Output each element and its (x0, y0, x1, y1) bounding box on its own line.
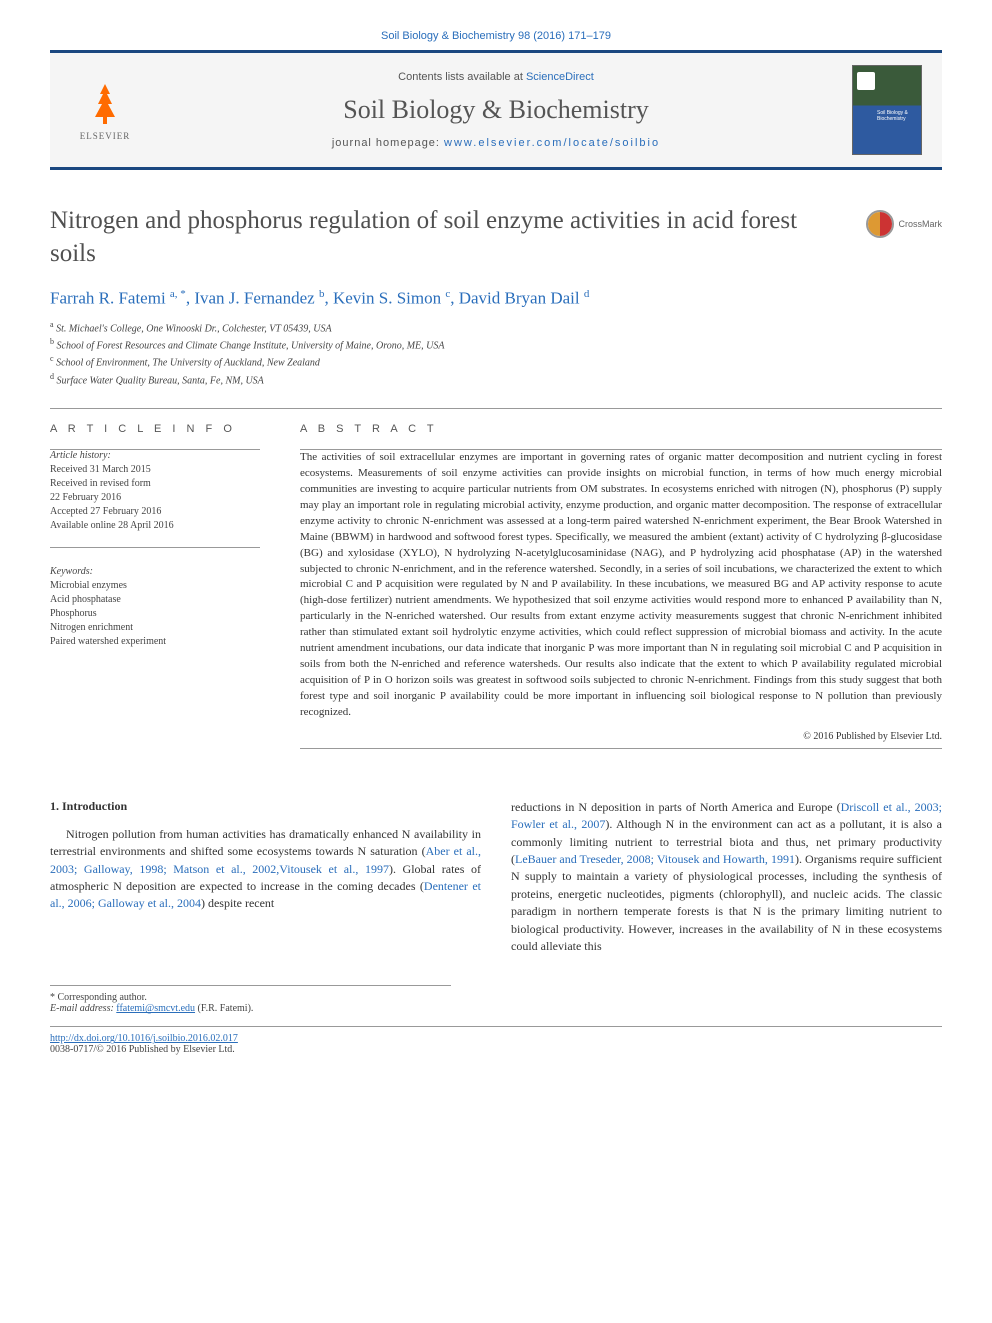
history-item: Received in revised form (50, 477, 260, 491)
body-columns: 1. Introduction Nitrogen pollution from … (50, 799, 942, 956)
column-left: 1. Introduction Nitrogen pollution from … (50, 799, 481, 956)
email-suffix: (F.R. Fatemi). (195, 1003, 253, 1014)
crossmark-badge[interactable]: CrossMark (866, 210, 942, 238)
intro-para-1: Nitrogen pollution from human activities… (50, 826, 481, 913)
journal-cover-thumb[interactable] (852, 65, 922, 155)
crossmark-label: CrossMark (898, 219, 942, 229)
copyright: © 2016 Published by Elsevier Ltd. (300, 731, 942, 742)
abstract: A B S T R A C T The activities of soil e… (300, 423, 942, 749)
elsevier-label: ELSEVIER (80, 131, 131, 141)
abstract-label: A B S T R A C T (300, 423, 942, 435)
history-label: Article history: (50, 450, 260, 461)
keyword-item: Acid phosphatase (50, 593, 260, 607)
column-right: reductions in N deposition in parts of N… (511, 799, 942, 956)
issn-line: 0038-0717/© 2016 Published by Elsevier L… (50, 1044, 942, 1055)
history-item: 22 February 2016 (50, 491, 260, 505)
keywords-list: Microbial enzymesAcid phosphatasePhospho… (50, 579, 260, 649)
title-section: Nitrogen and phosphorus regulation of so… (50, 205, 942, 270)
citation-bar: Soil Biology & Biochemistry 98 (2016) 17… (50, 30, 942, 42)
affiliation-item: d Surface Water Quality Bureau, Santa, F… (50, 371, 942, 388)
email-link[interactable]: ffatemi@smcvt.edu (116, 1003, 195, 1014)
sciencedirect-link[interactable]: ScienceDirect (526, 71, 594, 83)
citation-ref[interactable]: LeBauer and Treseder, 2008; Vitousek and… (515, 852, 795, 866)
history-item: Available online 28 April 2016 (50, 519, 260, 533)
info-abstract-row: A R T I C L E I N F O Article history: R… (50, 423, 942, 749)
text: reductions in N deposition in parts of N… (511, 800, 841, 814)
keyword-item: Nitrogen enrichment (50, 621, 260, 635)
text: ). Organisms require sufficient N supply… (511, 852, 942, 953)
abstract-text: The activities of soil extracellular enz… (300, 450, 942, 721)
elsevier-tree-icon (80, 79, 130, 129)
keyword-item: Microbial enzymes (50, 579, 260, 593)
keyword-item: Phosphorus (50, 607, 260, 621)
email-label: E-mail address: (50, 1003, 116, 1014)
homepage-prefix: journal homepage: (332, 137, 444, 149)
text: ) despite recent (201, 896, 274, 910)
affiliations: a St. Michael's College, One Winooski Dr… (50, 319, 942, 388)
author-list: Farrah R. Fatemi a, *, Ivan J. Fernandez… (50, 288, 942, 309)
bottom-bar: http://dx.doi.org/10.1016/j.soilbio.2016… (50, 1026, 942, 1055)
keywords-label: Keywords: (50, 566, 260, 577)
affiliation-item: a St. Michael's College, One Winooski Dr… (50, 319, 942, 336)
journal-header: ELSEVIER Contents lists available at Sci… (50, 50, 942, 170)
intro-heading: 1. Introduction (50, 799, 481, 814)
doi-link[interactable]: http://dx.doi.org/10.1016/j.soilbio.2016… (50, 1033, 238, 1044)
homepage-link[interactable]: www.elsevier.com/locate/soilbio (444, 137, 660, 149)
article-title: Nitrogen and phosphorus regulation of so… (50, 205, 846, 270)
intro-para-1-cont: reductions in N deposition in parts of N… (511, 799, 942, 956)
history-item: Accepted 27 February 2016 (50, 505, 260, 519)
footnotes: * Corresponding author. E-mail address: … (50, 985, 451, 1014)
keyword-item: Paired watershed experiment (50, 635, 260, 649)
history-item: Received 31 March 2015 (50, 463, 260, 477)
article-info-label: A R T I C L E I N F O (50, 423, 260, 435)
history-list: Received 31 March 2015Received in revise… (50, 463, 260, 533)
affiliation-item: b School of Forest Resources and Climate… (50, 336, 942, 353)
email-line: E-mail address: ffatemi@smcvt.edu (F.R. … (50, 1003, 451, 1014)
crossmark-icon (866, 210, 894, 238)
article-info: A R T I C L E I N F O Article history: R… (50, 423, 260, 749)
homepage-line: journal homepage: www.elsevier.com/locat… (140, 137, 852, 149)
divider (50, 408, 942, 409)
header-center: Contents lists available at ScienceDirec… (140, 71, 852, 149)
info-divider-2 (50, 547, 260, 548)
contents-prefix: Contents lists available at (398, 71, 526, 83)
abstract-divider-bottom (300, 748, 942, 749)
elsevier-logo[interactable]: ELSEVIER (70, 70, 140, 150)
contents-line: Contents lists available at ScienceDirec… (140, 71, 852, 83)
corresponding-author: * Corresponding author. (50, 992, 451, 1003)
journal-name: Soil Biology & Biochemistry (140, 95, 852, 125)
affiliation-item: c School of Environment, The University … (50, 353, 942, 370)
text: Nitrogen pollution from human activities… (50, 827, 481, 858)
